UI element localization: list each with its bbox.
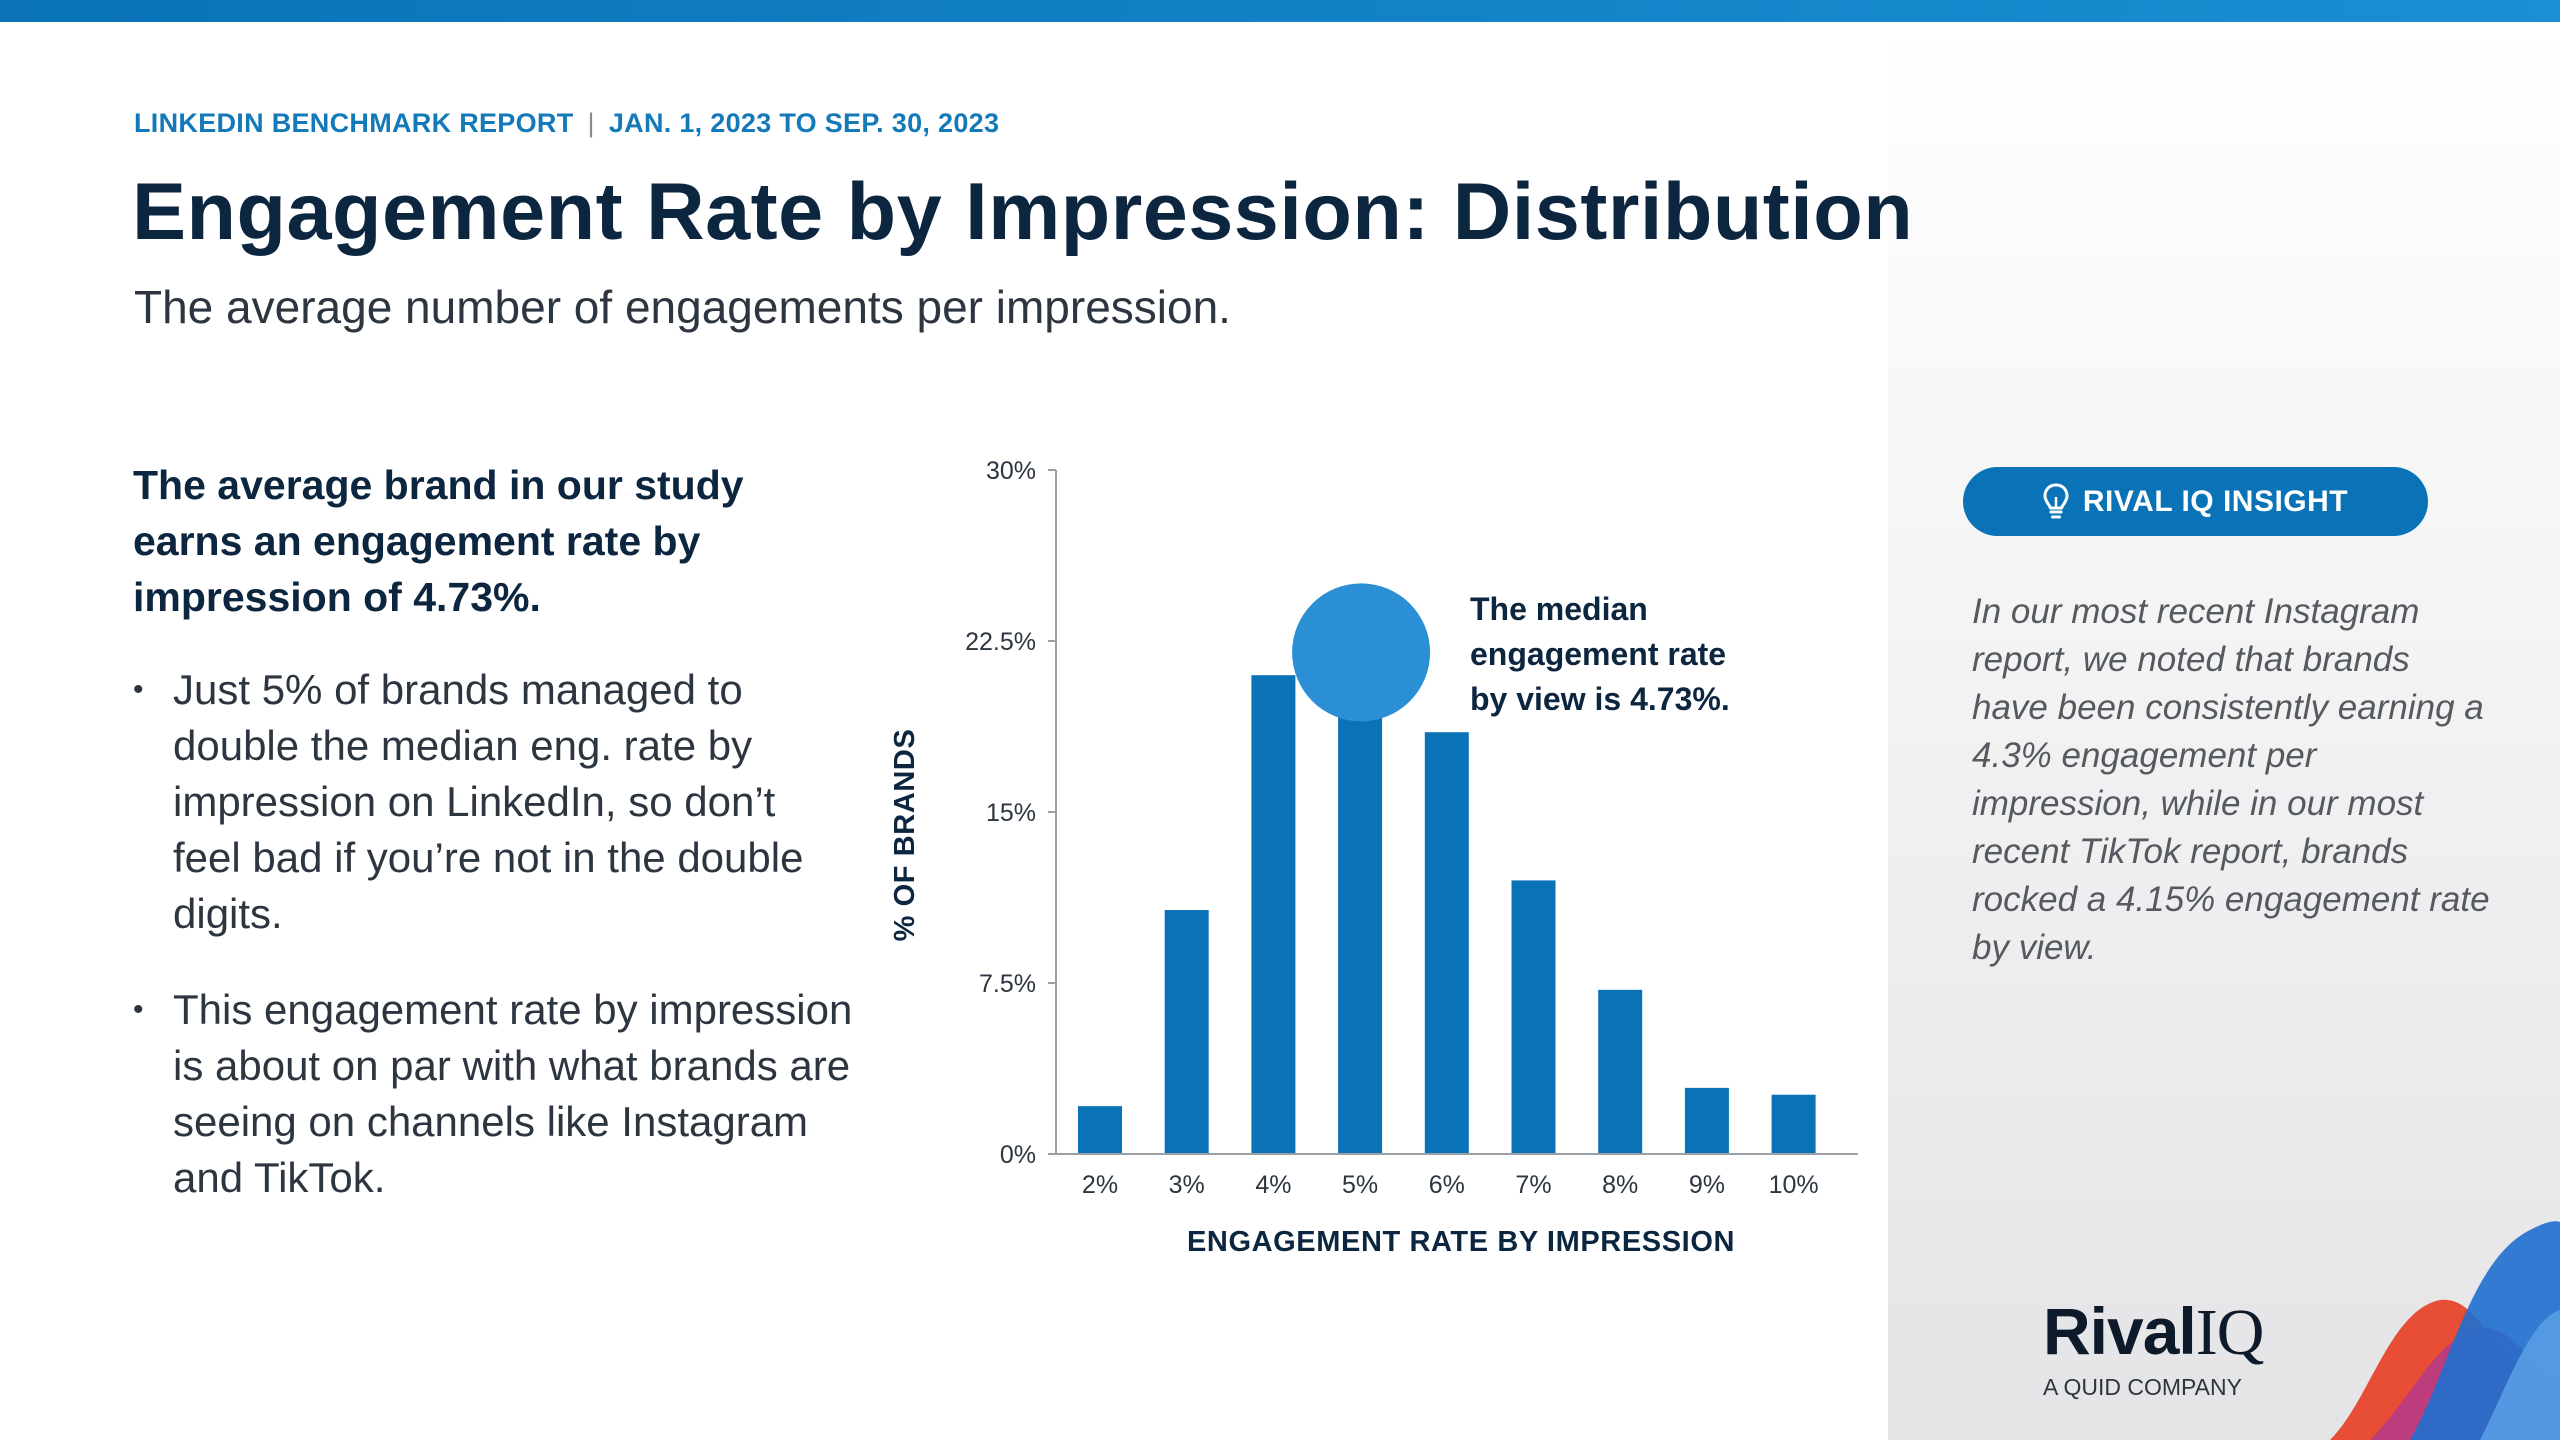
x-tick-label: 2% [1082,1171,1118,1199]
median-annotation-line: The median [1470,591,1648,627]
x-tick-label: 4% [1255,1171,1291,1199]
insight-badge-label: RIVAL IQ INSIGHT [2082,484,2349,518]
report-name: LINKEDIN BENCHMARK REPORT [134,108,574,138]
header-separator: | [587,108,595,138]
x-tick-label: 9% [1689,1171,1725,1199]
bar-4% [1251,675,1296,1154]
x-tick-label: 3% [1169,1171,1205,1199]
x-tick-label: 5% [1342,1171,1378,1199]
bar-7% [1511,880,1556,1154]
rival-iq-logo: RivalIQ A QUID COMPANY [2043,1296,2265,1401]
median-marker [1292,583,1431,722]
bar-10% [1771,1094,1816,1154]
logo-name-part1: Rival [2043,1294,2197,1368]
bar-2% [1078,1106,1122,1154]
bar-6% [1424,732,1469,1154]
page-title: Engagement Rate by Impression: Distribut… [132,167,1914,257]
median-annotation-line: by view is 4.73%. [1470,681,1730,717]
bar-8% [1598,989,1643,1154]
top-accent-bar [0,0,2560,22]
x-tick-label: 6% [1429,1171,1465,1199]
lead-statement: The average brand in our study earns an … [133,462,744,620]
bar-5% [1338,702,1383,1154]
logo-name-part2: IQ [2195,1296,2265,1369]
insight-text: In our most recent Instagram report, we … [1972,592,2490,967]
report-date-range: JAN. 1, 2023 TO SEP. 30, 2023 [608,108,1000,138]
logo-wordmark: RivalIQ [2043,1296,2265,1369]
insight-badge: RIVAL IQ INSIGHT [1963,467,2428,536]
lightbulb-icon [2043,482,2069,521]
decorative-waves [2330,1221,2560,1440]
report-header: LINKEDIN BENCHMARK REPORT | JAN. 1, 2023 T… [134,108,999,139]
bar-9% [1684,1087,1729,1154]
y-axis-title: % OF BRANDS [889,729,921,942]
bullet-text: This engagement rate by impression is ab… [173,986,853,1201]
bullet-item: • Just 5% of brands managed to double th… [133,662,853,942]
y-tick-label: 0% [1000,1141,1036,1169]
x-tick-label: 10% [1769,1171,1819,1199]
y-tick-label: 15% [986,799,1036,827]
bar-3% [1164,910,1209,1154]
page-subtitle: The average number of engagements per im… [134,281,1231,333]
distribution-bar-chart: 0% 7.5% 15% 22.5% 30% 2% 3% 4% 5% 6% 7% 8% 9% 10% Th… [889,457,1858,1258]
insight-panel-background [1888,22,2560,1440]
x-tick-label: 7% [1515,1171,1551,1199]
logo-tagline: A QUID COMPANY [2043,1374,2242,1400]
x-tick-label: 8% [1602,1171,1638,1199]
bullet-dot: • [133,993,144,1026]
bullet-dot: • [133,673,144,706]
y-tick-label: 22.5% [965,628,1036,656]
bullet-item: • This engagement rate by impression is … [133,982,853,1206]
median-annotation-line: engagement rate [1470,636,1726,672]
bullet-text: Just 5% of brands managed to double the … [173,666,804,937]
y-tick-label: 7.5% [979,970,1036,998]
x-axis-title: ENGAGEMENT RATE BY IMPRESSION [1187,1226,1735,1258]
y-tick-label: 30% [986,457,1036,485]
